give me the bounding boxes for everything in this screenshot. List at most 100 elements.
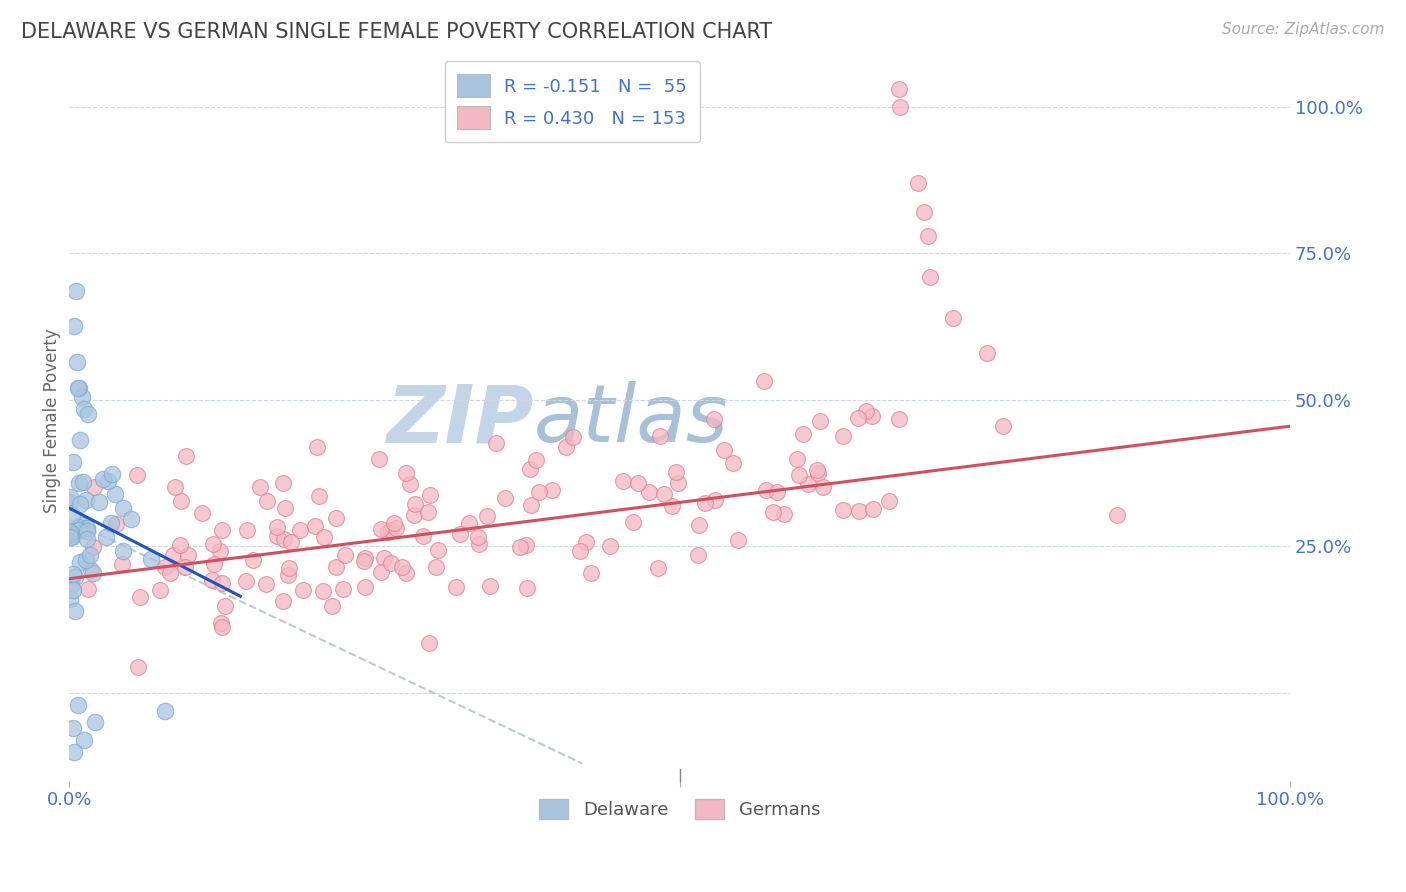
Point [786, 452, 808, 467]
Point [105, 516, 128, 531]
Point [163, 479, 186, 493]
Point [101, 467, 124, 481]
Point [889, 82, 911, 96]
Point [177, 548, 200, 562]
Point [292, 582, 315, 597]
Point [773, 507, 796, 521]
Point [527, 484, 550, 499]
Point [917, 228, 939, 243]
Point [416, 505, 439, 519]
Point [368, 451, 391, 466]
Point [73, 401, 96, 416]
Point [404, 508, 426, 522]
Point [314, 530, 336, 544]
Point [59, 495, 82, 509]
Point [792, 427, 814, 442]
Point [58, 528, 80, 542]
Point [60, 530, 83, 544]
Point [62, 455, 84, 469]
Point [174, 449, 197, 463]
Point [754, 374, 776, 388]
Point [256, 493, 278, 508]
Point [67, 520, 90, 534]
Point [661, 499, 683, 513]
Point [568, 544, 591, 558]
Point [211, 575, 233, 590]
Point [76, 524, 98, 538]
Point [72, 475, 94, 489]
Point [425, 559, 447, 574]
Point [475, 508, 498, 523]
Point [129, 590, 152, 604]
Point [540, 483, 562, 497]
Point [274, 501, 297, 516]
Point [62, 582, 84, 597]
Point [395, 467, 418, 481]
Point [325, 560, 347, 574]
Point [104, 487, 127, 501]
Point [762, 505, 785, 519]
Point [59, 525, 82, 540]
Point [797, 477, 820, 491]
Point [66, 381, 89, 395]
Point [385, 521, 408, 535]
Point [83, 480, 105, 494]
Point [82, 540, 104, 554]
Point [65, 285, 87, 299]
Point [575, 535, 598, 549]
Point [807, 466, 830, 480]
Point [787, 467, 810, 482]
Text: Source: ZipAtlas.com: Source: ZipAtlas.com [1222, 22, 1385, 37]
Point [666, 475, 689, 490]
Point [418, 636, 440, 650]
Point [688, 548, 710, 562]
Point [69, 555, 91, 569]
Point [271, 475, 294, 490]
Point [69, 497, 91, 511]
Point [941, 310, 963, 325]
Point [77, 582, 100, 596]
Point [271, 594, 294, 608]
Point [494, 491, 516, 505]
Point [333, 548, 356, 562]
Point [907, 176, 929, 190]
Point [638, 484, 661, 499]
Point [446, 580, 468, 594]
Point [562, 430, 585, 444]
Point [97, 474, 120, 488]
Point [766, 485, 789, 500]
Point [479, 579, 502, 593]
Point [209, 544, 232, 558]
Point [755, 483, 778, 498]
Point [860, 409, 883, 424]
Point [66, 698, 89, 712]
Point [889, 99, 911, 113]
Point [75, 493, 97, 508]
Point [652, 486, 675, 500]
Point [277, 561, 299, 575]
Point [211, 620, 233, 634]
Point [419, 488, 441, 502]
Point [59, 527, 82, 541]
Point [191, 506, 214, 520]
Point [307, 440, 329, 454]
Point [399, 476, 422, 491]
Point [67, 524, 90, 538]
Point [60, 508, 83, 522]
Point [467, 530, 489, 544]
Point [354, 580, 377, 594]
Point [665, 465, 688, 479]
Point [353, 550, 375, 565]
Point [509, 540, 531, 554]
Point [524, 452, 547, 467]
Point [993, 418, 1015, 433]
Point [82, 566, 104, 580]
Point [63, 604, 86, 618]
Point [312, 583, 335, 598]
Point [254, 577, 277, 591]
Point [69, 433, 91, 447]
Point [236, 524, 259, 538]
Point [304, 519, 326, 533]
Point [162, 549, 184, 563]
Point [848, 504, 870, 518]
